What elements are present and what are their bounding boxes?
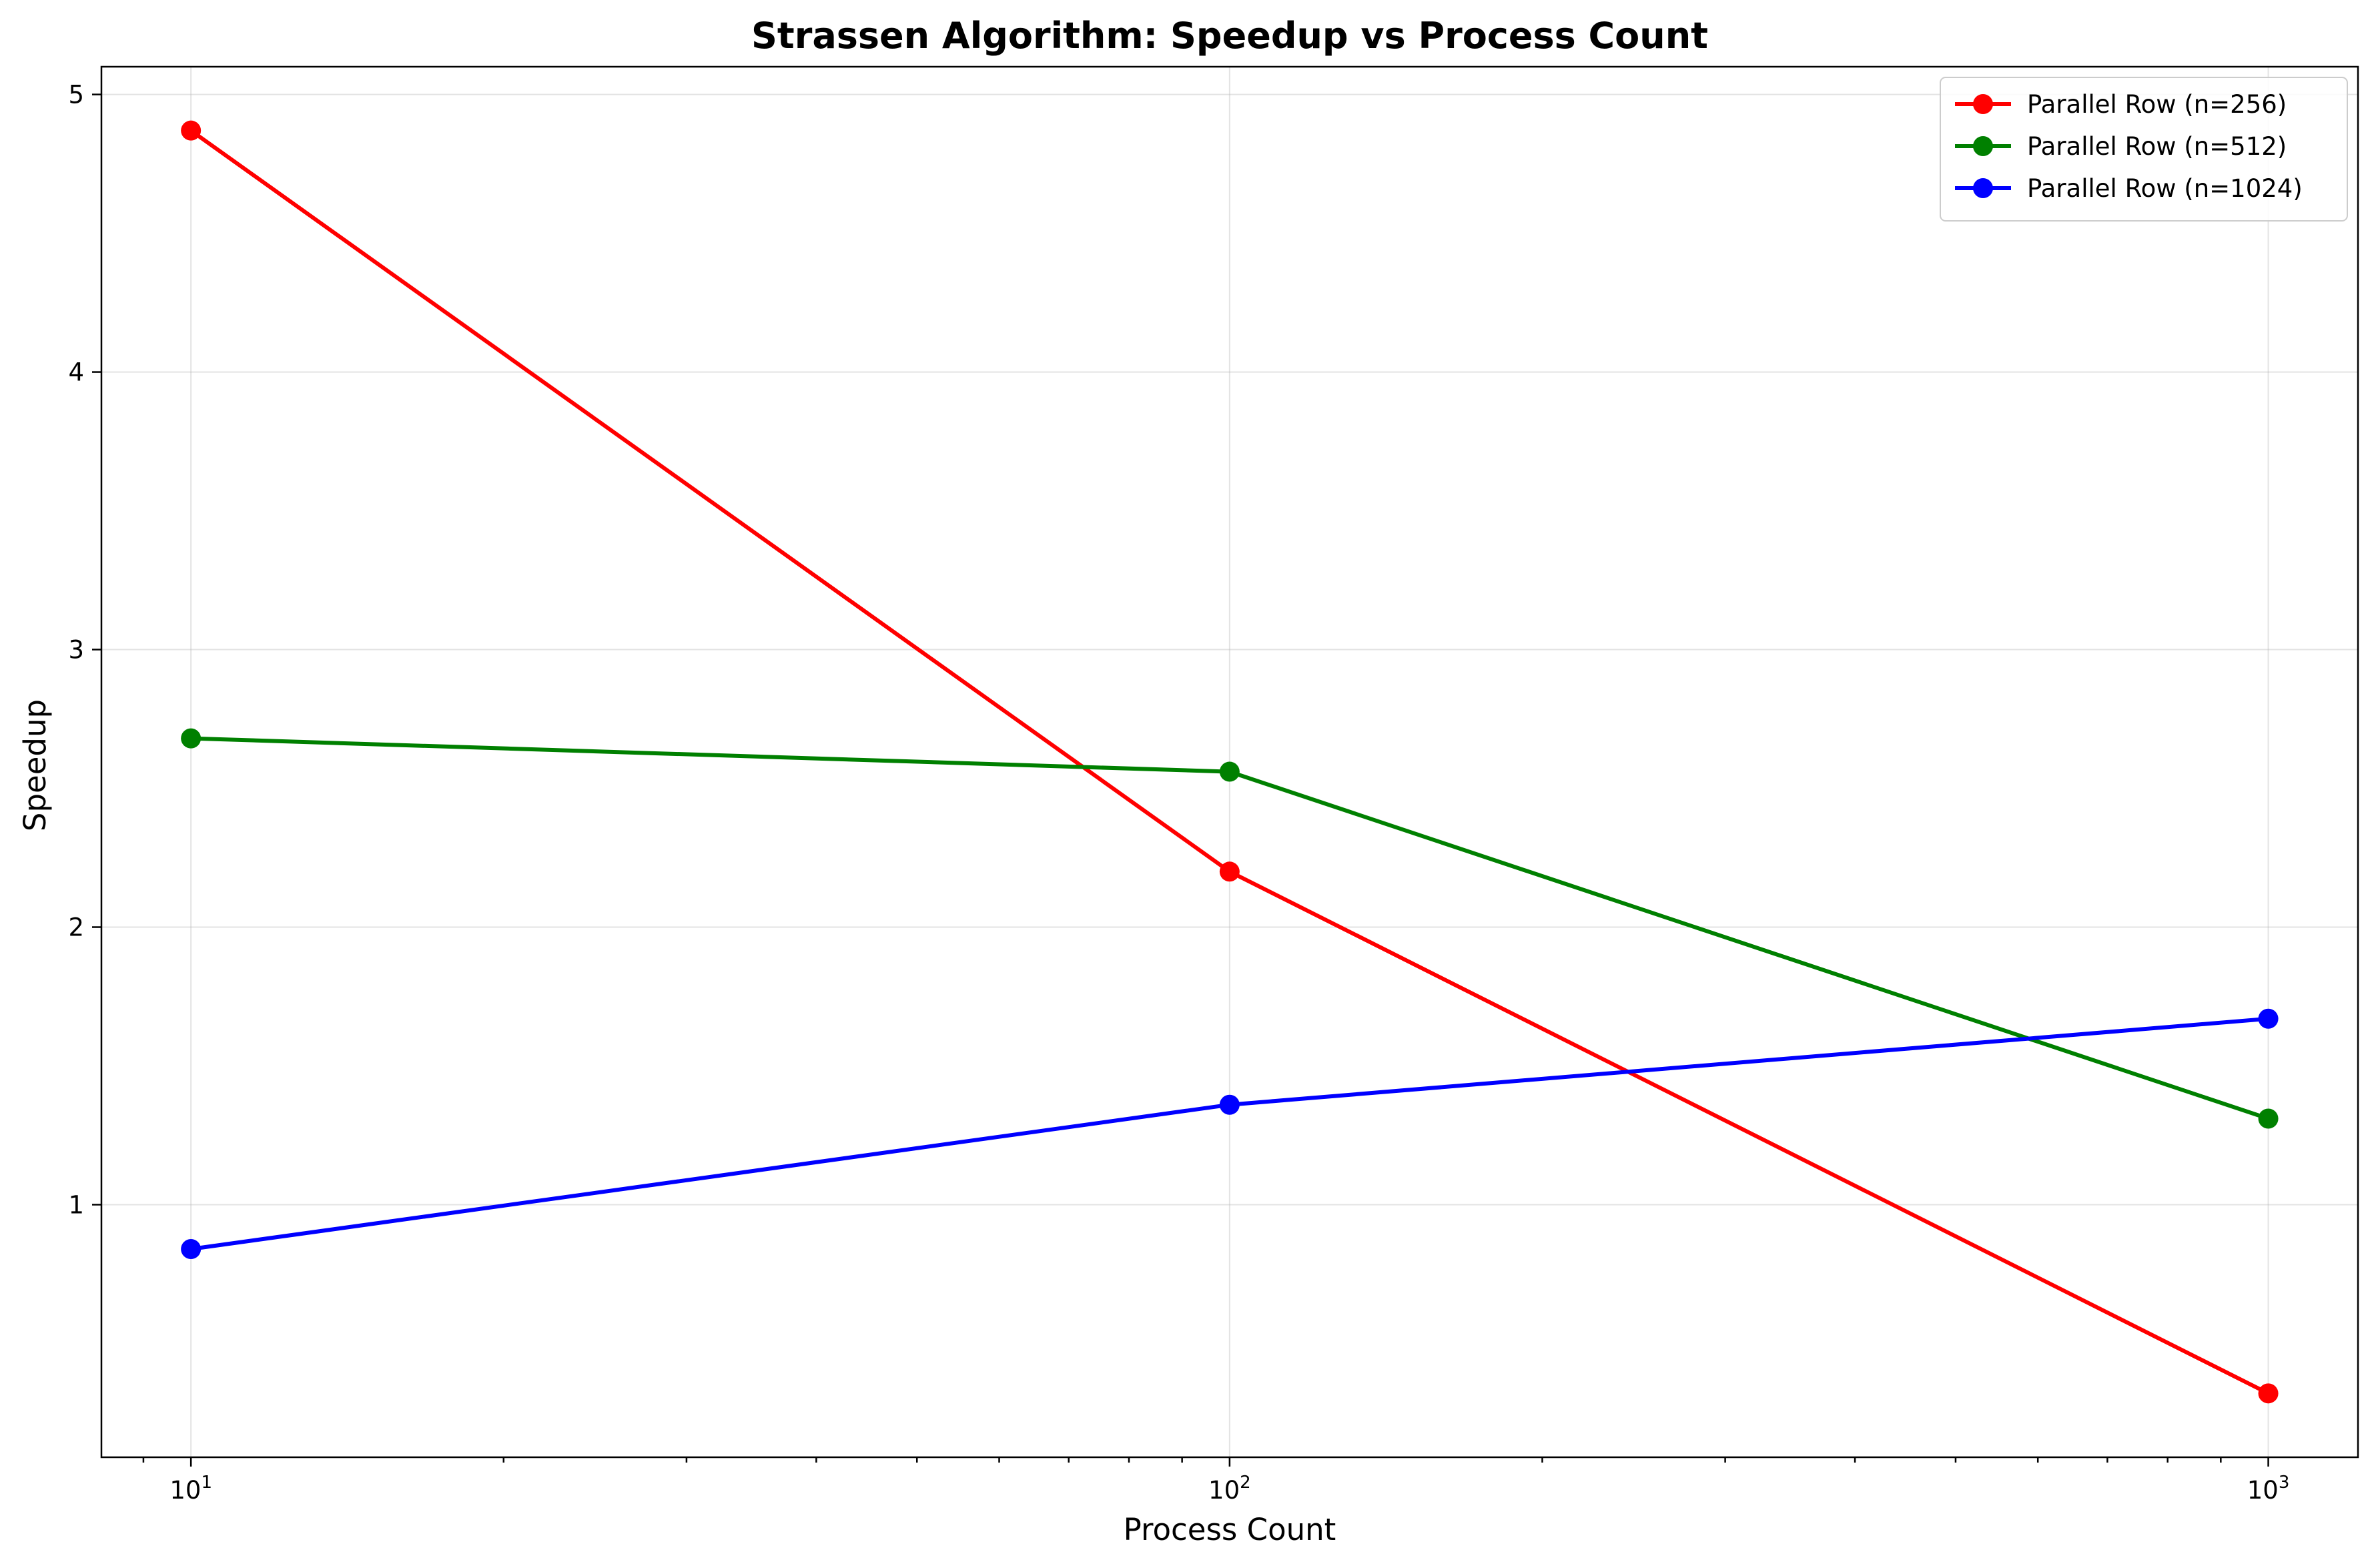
y-tick-label: 5 <box>68 81 84 109</box>
x-tick-label: 103 <box>2247 1473 2290 1505</box>
y-tick-label: 4 <box>68 358 84 387</box>
data-point <box>2258 1108 2279 1129</box>
legend: Parallel Row (n=256) Parallel Row (n=512)… <box>1940 77 2348 222</box>
legend-label: Parallel Row (n=256) <box>2027 90 2287 119</box>
y-tick-label: 1 <box>68 1190 84 1219</box>
data-point <box>2258 1383 2279 1404</box>
x-tick-exponent: 2 <box>1240 1473 1251 1493</box>
data-point <box>1219 1094 1240 1115</box>
legend-entry: Parallel Row (n=256) <box>1955 90 2287 119</box>
x-tick-base: 10 <box>2247 1476 2279 1505</box>
data-point <box>181 1239 202 1260</box>
legend-box <box>1940 77 2348 222</box>
y-tick-label: 3 <box>68 636 84 665</box>
data-point <box>1219 861 1240 882</box>
legend-marker <box>1973 178 1993 198</box>
x-tick-label: 102 <box>1208 1473 1251 1505</box>
legend-label: Parallel Row (n=1024) <box>2027 174 2303 203</box>
x-tick-exponent: 1 <box>201 1473 212 1493</box>
data-point <box>2258 1008 2279 1029</box>
legend-label: Parallel Row (n=512) <box>2027 132 2287 161</box>
grid-lines <box>101 67 2358 1457</box>
series-2 <box>181 1008 2279 1260</box>
data-point <box>181 728 202 749</box>
data-point <box>181 120 202 141</box>
x-tick-base: 10 <box>169 1476 201 1505</box>
chart-title: Strassen Algorithm: Speedup vs Process C… <box>751 15 1708 57</box>
y-tick-label: 2 <box>68 913 84 942</box>
x-tick-base: 10 <box>1208 1476 1240 1505</box>
y-axis-label: Speedup <box>17 699 53 831</box>
legend-marker <box>1973 136 1993 156</box>
series-layer <box>181 120 2279 1404</box>
series-0 <box>181 120 2279 1404</box>
x-axis-label: Process Count <box>1124 1512 1336 1547</box>
data-point <box>1219 761 1240 782</box>
legend-entry: Parallel Row (n=512) <box>1955 132 2287 161</box>
legend-marker <box>1973 94 1993 114</box>
x-tick-exponent: 3 <box>2279 1473 2290 1493</box>
series-1 <box>181 728 2279 1129</box>
x-tick-label: 101 <box>169 1473 212 1505</box>
legend-entry: Parallel Row (n=1024) <box>1955 174 2303 203</box>
